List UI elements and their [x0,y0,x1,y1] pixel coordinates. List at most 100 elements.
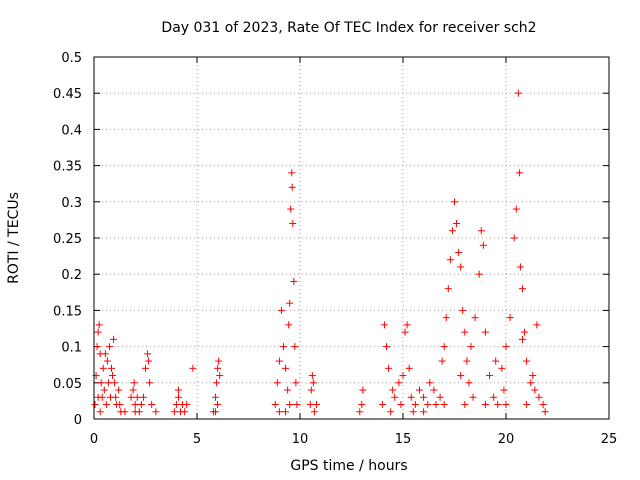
data-point [127,393,135,401]
data-point [130,379,138,387]
data-point [212,393,220,401]
data-point [275,357,283,365]
data-point [359,386,367,394]
data-point [438,357,446,365]
data-point [415,386,423,394]
data-point [459,306,467,314]
data-point [290,277,298,285]
data-point [94,393,102,401]
data-point [181,408,189,416]
data-point [277,306,285,314]
y-tick-label: 0.4 [61,123,82,138]
data-point [430,386,438,394]
data-point [271,401,279,409]
data-point [469,393,477,401]
data-point [403,321,411,329]
data-point [506,314,514,322]
data-point [387,408,395,416]
data-point [288,169,296,177]
data-point [467,343,475,351]
data-point [535,393,543,401]
data-point [275,408,283,416]
y-tick-label: 0.35 [53,160,82,175]
data-point [461,328,469,336]
data-point [137,401,145,409]
data-point [213,379,221,387]
data-point [104,379,112,387]
data-point [306,401,314,409]
data-point [152,408,160,416]
data-point [97,379,105,387]
y-tick-label: 0.05 [53,377,82,392]
x-tick-label: 0 [90,432,98,447]
data-point [512,205,520,213]
data-point [287,205,295,213]
y-tick-label: 0.25 [53,232,82,247]
x-tick-label: 5 [193,432,201,447]
data-point [461,401,469,409]
data-point [112,393,120,401]
data-point [146,379,154,387]
data-point [455,248,463,256]
data-point [310,408,318,416]
data-point [523,401,531,409]
data-point [144,350,152,358]
data-point [436,393,444,401]
data-point [523,357,531,365]
data-point [91,401,99,409]
data-point [293,401,301,409]
y-tick-label: 0.15 [53,304,82,319]
data-point [405,364,413,372]
data-point [533,321,541,329]
data-point [401,328,409,336]
y-tick-label: 0 [74,413,82,428]
data-point [465,379,473,387]
data-point [307,386,315,394]
data-point [515,169,523,177]
data-point [440,343,448,351]
data-point [527,379,535,387]
data-point [286,299,294,307]
data-point [471,314,479,322]
data-point [94,328,102,336]
data-point [502,343,510,351]
data-point [96,408,104,416]
y-tick-label: 0.3 [61,196,82,211]
data-point [282,408,290,416]
data-point [490,393,498,401]
plot-frame [93,56,610,420]
x-tick-label: 10 [292,432,309,447]
data-point [514,89,522,97]
data-point [529,372,537,380]
data-point [309,379,317,387]
data-point [273,379,281,387]
data-point [174,393,182,401]
data-point [424,401,432,409]
data-point [282,364,290,372]
data-points [91,89,549,416]
data-point [291,343,299,351]
data-point [518,285,526,293]
data-point [444,285,452,293]
data-point [131,401,139,409]
data-point [395,379,403,387]
grid-lines [94,57,609,419]
data-point [216,372,224,380]
data-point [100,386,108,394]
data-point [486,372,494,380]
data-point [174,386,182,394]
data-point [498,364,506,372]
data-point [442,314,450,322]
data-point [285,321,293,329]
data-point [145,357,153,365]
data-point [451,198,458,206]
data-point [453,220,461,228]
data-point [531,386,539,394]
data-point [172,401,180,409]
data-point [215,357,223,365]
data-point [463,357,471,365]
data-point [411,401,419,409]
data-point [510,234,518,242]
